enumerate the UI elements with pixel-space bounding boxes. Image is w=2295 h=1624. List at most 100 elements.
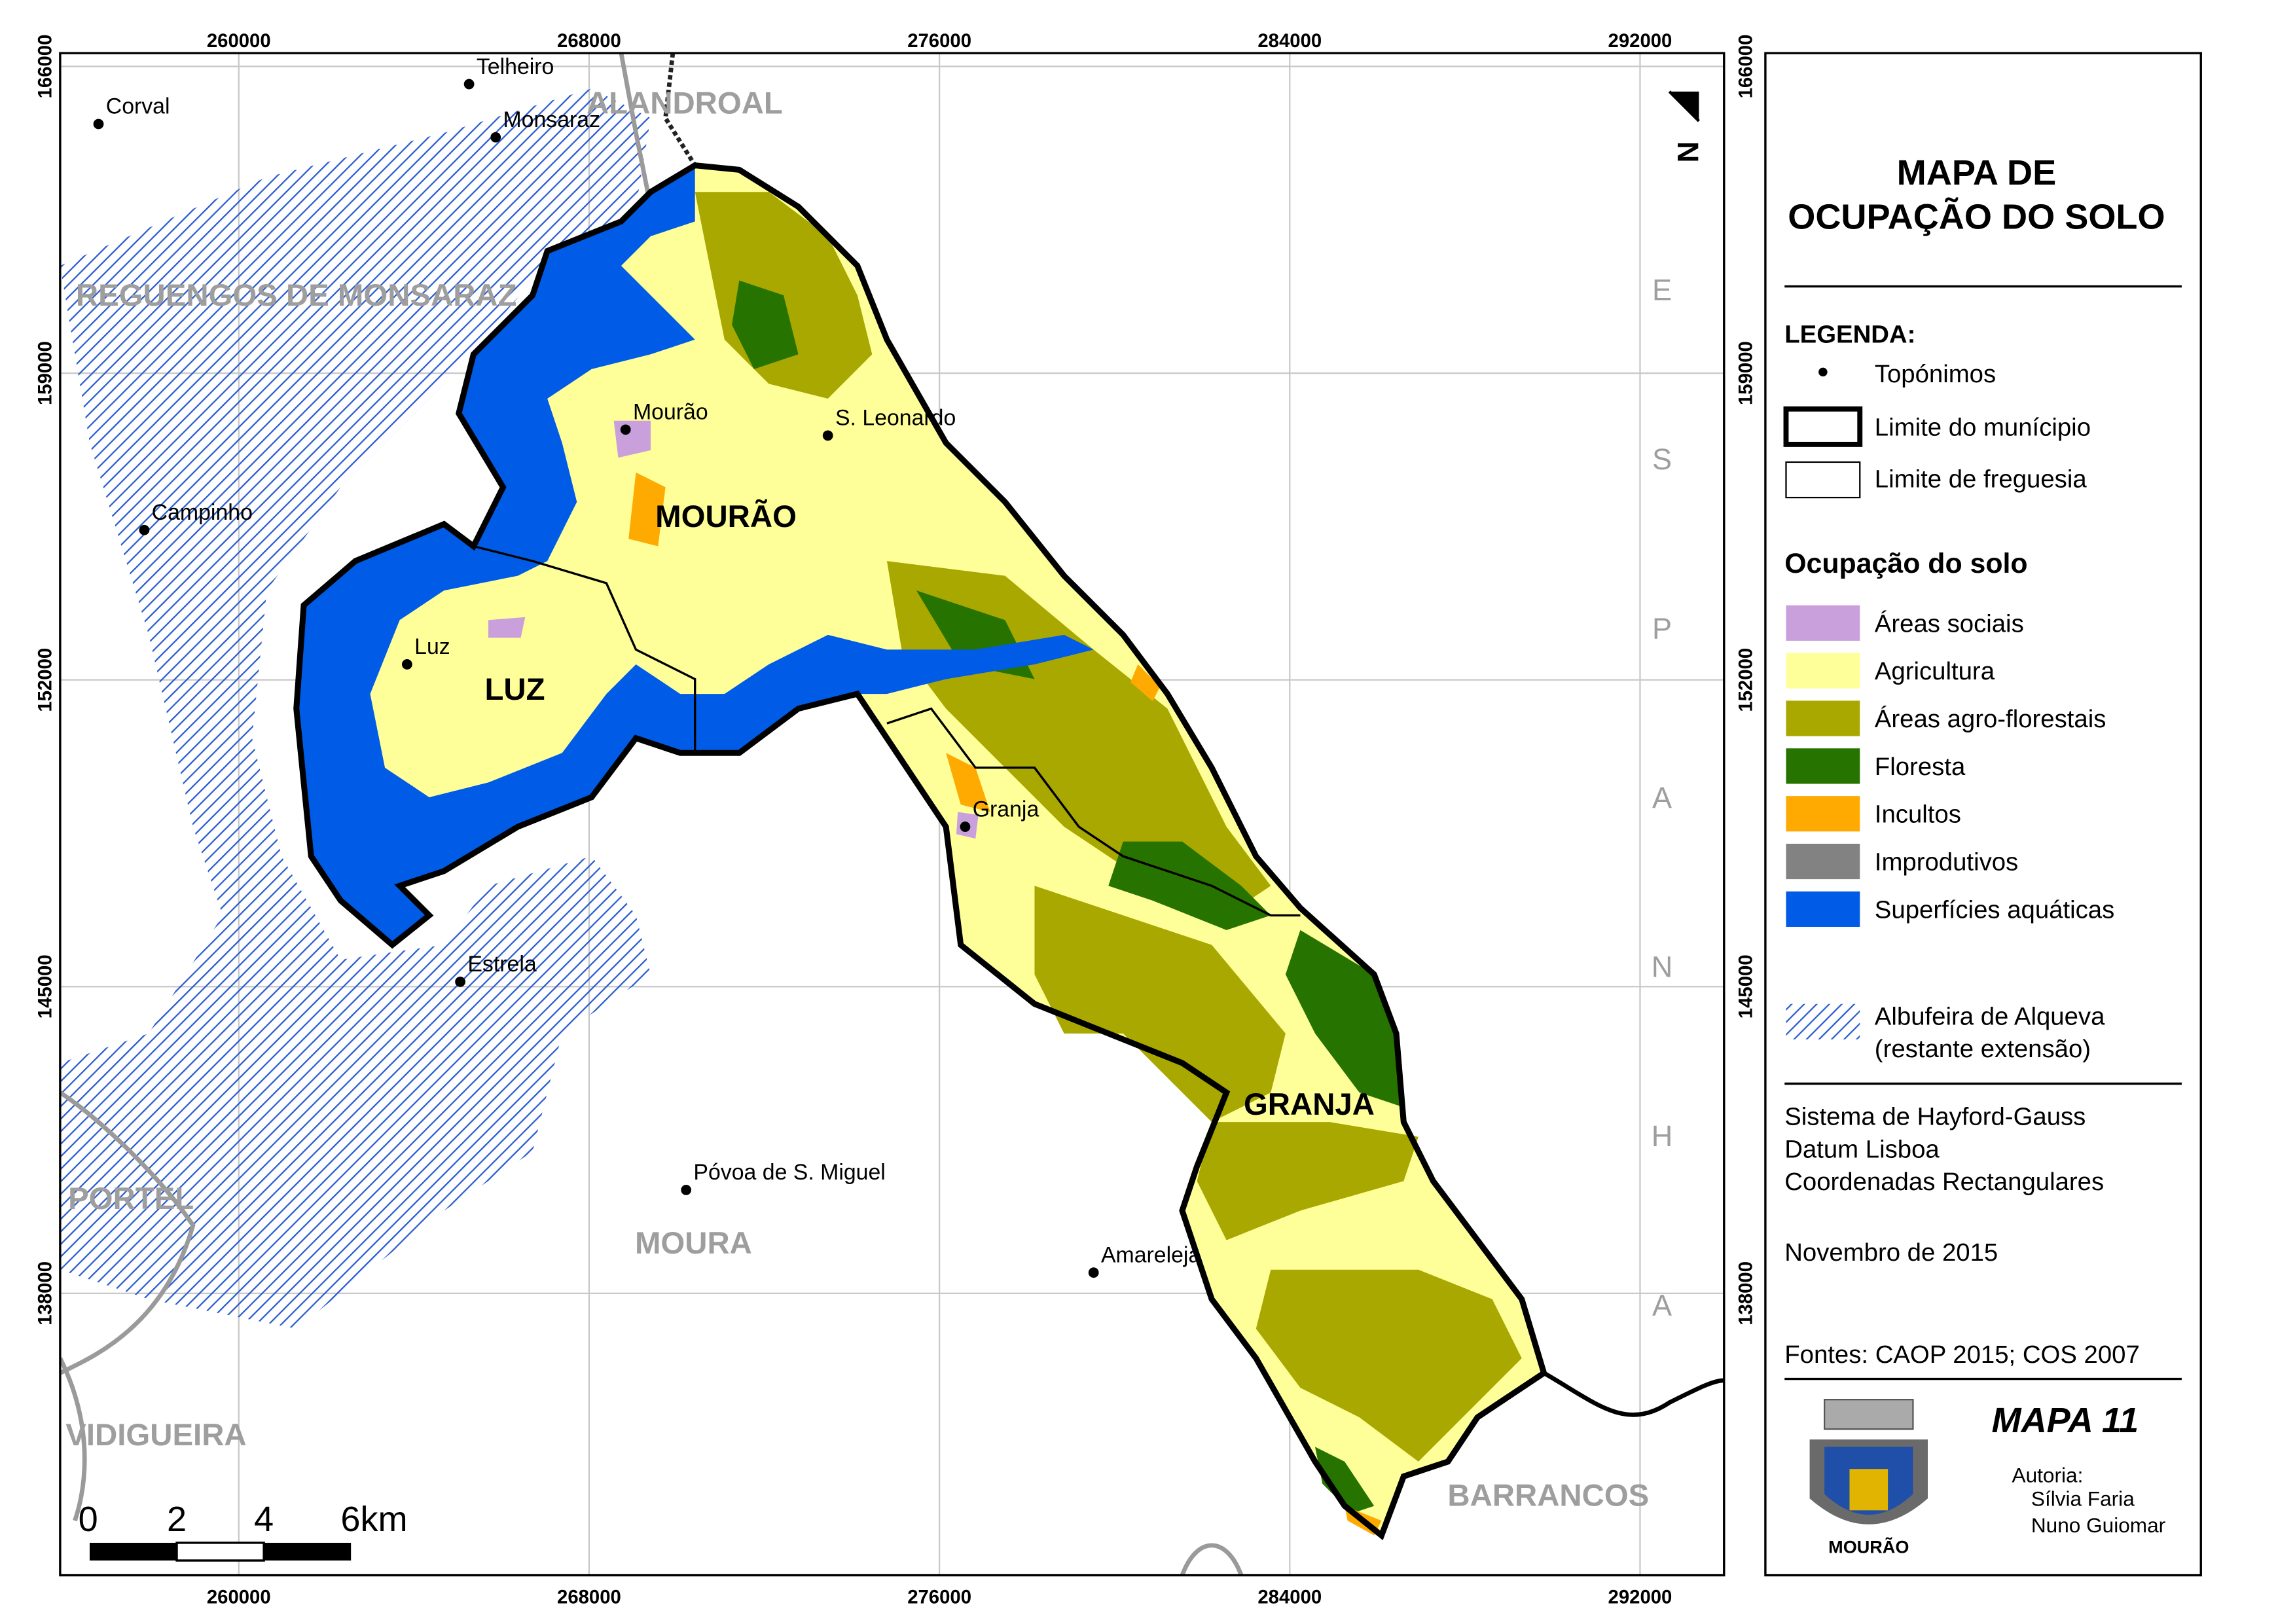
place-dot — [1088, 1267, 1099, 1278]
municipality-labels: ALANDROAL REGUENGOS DE MONSARAZ PORTEL M… — [65, 86, 1649, 1513]
land-use-swatch — [1786, 605, 1860, 641]
municipality-label: VIDIGUEIRA — [65, 1418, 246, 1453]
legend-label: Topónimos — [1875, 360, 1996, 388]
y-coordinate-label: 159000 — [34, 341, 56, 405]
land-use-title: Ocupação do solo — [1784, 548, 2027, 579]
border — [1542, 1371, 1724, 1417]
land-use-label: Floresta — [1875, 753, 1966, 781]
place-dot — [822, 430, 833, 441]
x-coordinate-label: 292000 — [1608, 30, 1672, 52]
north-arrow-line — [1668, 90, 1701, 122]
author-title: Autoria: — [2012, 1463, 2084, 1487]
panel-title: OCUPAÇÃO DO SOLO — [1788, 198, 2165, 237]
land-use-label: Superfícies aquáticas — [1875, 895, 2114, 924]
municipality-label: PORTEL — [68, 1182, 194, 1216]
land-use-label: Áreas agro-florestais — [1875, 705, 2106, 733]
agroforest-area — [1256, 1269, 1522, 1462]
forest-area — [732, 280, 799, 369]
river — [60, 1357, 87, 1522]
y-coordinate-label: 152000 — [1735, 648, 1757, 712]
north-arrow: N — [1668, 90, 1705, 163]
y-coordinate-label: 138000 — [34, 1261, 56, 1326]
land-use-label: Áreas sociais — [1875, 609, 2024, 638]
parish-label: MOURÃO — [655, 498, 797, 534]
x-coordinate-label: 284000 — [1257, 30, 1322, 52]
tower — [1849, 1469, 1888, 1511]
scale-bar: 0 2 4 6km — [79, 1500, 408, 1562]
parish-labels: MOURÃO LUZ GRANJA — [485, 498, 1375, 1122]
scale-label: 4 — [254, 1500, 274, 1539]
coordinate-labels: 260000 260000 268000 268000 276000 276000 2840… — [34, 30, 1756, 1608]
y-coordinate-label: 166000 — [34, 35, 56, 99]
fallow-area — [628, 472, 666, 547]
legend-label: Limite do munícipio — [1875, 413, 2091, 441]
place-dot — [93, 118, 104, 130]
land-use-label: Improdutivos — [1875, 848, 2018, 876]
scale-segment — [175, 1542, 265, 1562]
reservoir-symbol — [1786, 1003, 1860, 1039]
coat-of-arms: MOURÃO — [1809, 1399, 1928, 1557]
municipal-boundary — [293, 162, 1547, 1541]
projection: Datum Lisboa — [1784, 1135, 1940, 1163]
land-use-swatch — [1786, 843, 1860, 880]
x-coordinate-label: 284000 — [1257, 1586, 1322, 1608]
agroforest-area — [695, 192, 873, 399]
river — [60, 1091, 196, 1375]
scale-label: 0 — [79, 1500, 98, 1539]
land-use-swatch — [1786, 700, 1860, 736]
crown — [1823, 1399, 1914, 1430]
rivers — [60, 53, 1244, 1576]
place-label: Amareleja — [1101, 1242, 1201, 1267]
place-label: Granja — [973, 797, 1039, 821]
x-coordinate-label: 268000 — [557, 1586, 621, 1608]
y-coordinate-label: 159000 — [1735, 341, 1757, 405]
land-use-swatch — [1786, 748, 1860, 784]
place-dot — [681, 1185, 692, 1195]
legend-panel: MAPA DE OCUPAÇÃO DO SOLO LEGENDA: Topóni… — [1764, 52, 2202, 1577]
scale-segment — [89, 1542, 177, 1561]
place-label: Mourão — [633, 400, 708, 425]
y-coordinate-label: 138000 — [1735, 1261, 1757, 1326]
fallow-area — [946, 753, 990, 812]
x-coordinate-label: 276000 — [907, 1586, 971, 1608]
legend-label: (restante extensão) — [1875, 1035, 2091, 1063]
agroforest-area — [1197, 1122, 1419, 1240]
place-dot — [455, 976, 465, 987]
author: Nuno Guiomar — [2031, 1513, 2165, 1537]
land-use-label: Incultos — [1875, 801, 1961, 829]
land-use-legend: Áreas sociais Agricultura Áreas agro-flore… — [1786, 605, 2114, 927]
place-label: Monsaraz — [503, 107, 600, 132]
municipal-boundary-symbol — [1783, 406, 1863, 447]
y-coordinate-label: 166000 — [1735, 35, 1757, 99]
north-label: N — [1671, 141, 1705, 163]
forest-area — [1108, 841, 1271, 930]
country-label: ESPANHA — [1646, 273, 1679, 1458]
parish-boundary — [886, 707, 1301, 917]
map-number: MAPA 11 — [1991, 1401, 2139, 1440]
land-use — [296, 165, 1544, 1536]
map-frame — [59, 52, 1726, 1577]
place-label: Estrela — [467, 952, 536, 977]
fallow-area — [1130, 664, 1161, 702]
x-coordinate-label: 260000 — [207, 30, 271, 52]
x-coordinate-label: 276000 — [907, 30, 971, 52]
author: Sílvia Faria — [2031, 1487, 2135, 1511]
water-area — [296, 165, 1094, 945]
land-use-swatch — [1786, 891, 1860, 927]
map-body — [60, 53, 1724, 1576]
sources: Fontes: CAOP 2015; COS 2007 — [1784, 1341, 2140, 1369]
river — [619, 53, 653, 208]
parish-boundary — [473, 545, 696, 753]
parish-boundaries — [473, 545, 1301, 917]
agroforest-area — [1034, 886, 1286, 1123]
y-coordinate-label: 145000 — [34, 954, 56, 1019]
land-use-swatch — [1786, 653, 1860, 689]
place-dot — [620, 424, 631, 435]
parish-label: LUZ — [485, 672, 545, 707]
place-label: Corval — [106, 94, 170, 119]
river — [1180, 1543, 1244, 1576]
places: Corval Telheiro Monsaraz Mourão S. Leonardo C… — [93, 54, 1201, 1278]
y-coordinate-label: 152000 — [34, 648, 56, 712]
parish-boundary-symbol — [1785, 461, 1861, 499]
place-label: S. Leonardo — [835, 406, 956, 431]
